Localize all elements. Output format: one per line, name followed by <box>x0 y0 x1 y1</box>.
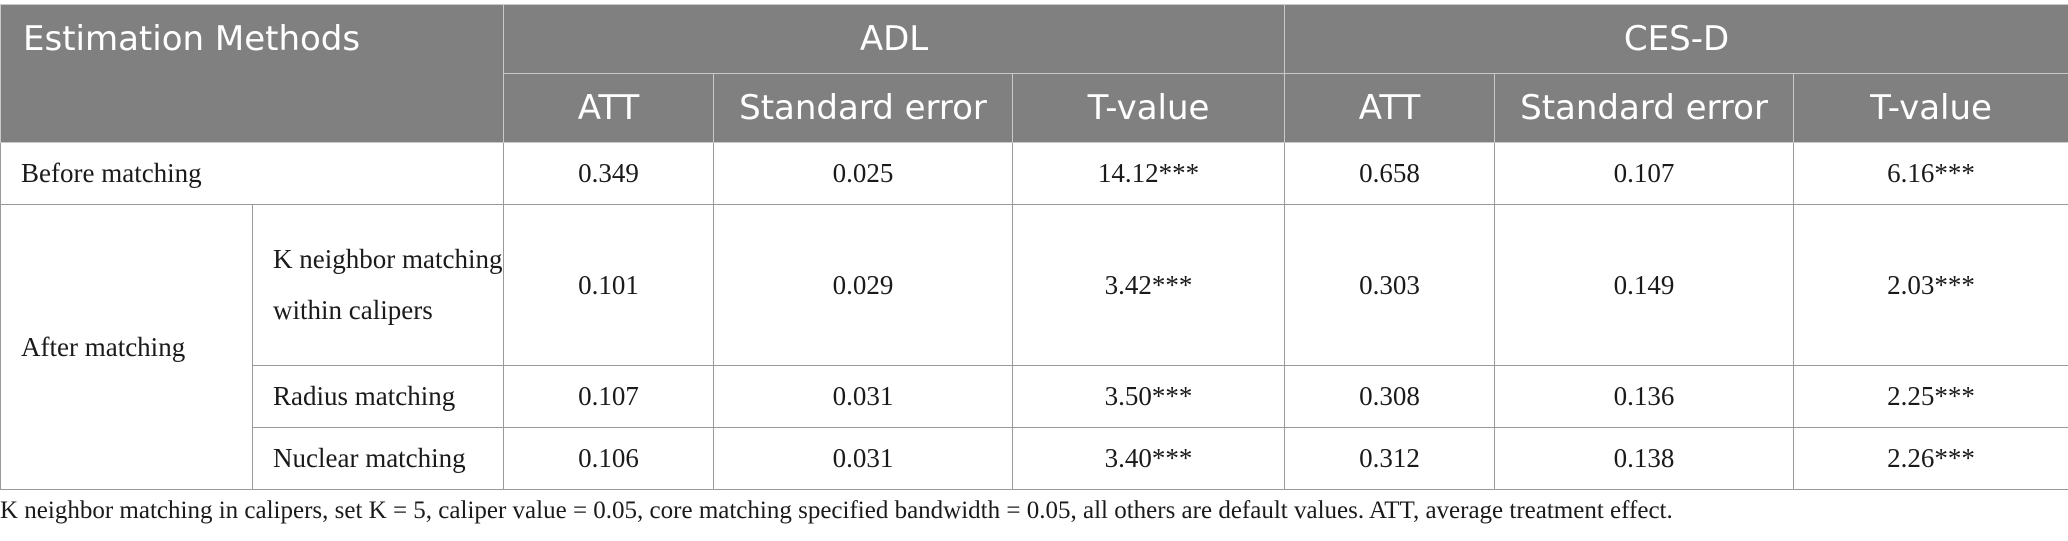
header-row-subcolumns: ATT Standard error T-value ATT Standard … <box>1 73 2068 143</box>
cell-value: 0.658 <box>1284 142 1496 205</box>
cell-value: 0.025 <box>713 142 1014 205</box>
header-adl-att: ATT <box>503 73 715 143</box>
header-cesd-att: ATT <box>1284 73 1496 143</box>
cell-value: 0.349 <box>503 142 715 205</box>
cell-value: 2.25*** <box>1793 365 2068 428</box>
table-row-k-neighbor: After matching K neighbor matching withi… <box>0 204 2068 490</box>
cell-value: 0.308 <box>1284 365 1496 428</box>
cell-value: 6.16*** <box>1793 142 2068 205</box>
table-row-before-matching: Before matching 0.349 0.025 14.12*** 0.6… <box>0 142 2068 205</box>
cell-value: 0.138 <box>1494 427 1795 490</box>
results-table-container: Estimation Methods ADL CES-D ATT Standar… <box>0 4 2068 490</box>
cell-value: 0.106 <box>503 427 715 490</box>
table-footnote: K neighbor matching in calipers, set K =… <box>0 497 1673 524</box>
method-label-nuclear: Nuclear matching <box>251 427 505 490</box>
cell-value: 2.26*** <box>1793 427 2068 490</box>
results-table: Estimation Methods ADL CES-D ATT Standar… <box>0 4 2068 490</box>
cell-value: 0.107 <box>503 365 715 428</box>
header-cesd-standard-error: Standard error <box>1494 73 1795 143</box>
header-row-groups: Estimation Methods ADL CES-D <box>0 4 2068 143</box>
cell-value: 0.149 <box>1494 204 1795 366</box>
cell-value: 3.50*** <box>1012 365 1286 428</box>
table-row-nuclear-matching: Nuclear matching 0.106 0.031 3.40*** 0.3… <box>1 427 2068 490</box>
header-group-adl: ADL <box>503 4 1286 74</box>
header-adl-t-value: T-value <box>1012 73 1286 143</box>
cell-value: 3.42*** <box>1012 204 1286 366</box>
cell-value: 0.029 <box>713 204 1014 366</box>
cell-value: 2.03*** <box>1793 204 2068 366</box>
row-label-before-matching: Before matching <box>0 142 505 205</box>
cell-value: 0.136 <box>1494 365 1795 428</box>
header-cesd-t-value: T-value <box>1793 73 2068 143</box>
cell-value: 0.312 <box>1284 427 1496 490</box>
table-row-radius-matching: Radius matching 0.107 0.031 3.50*** 0.30… <box>1 365 2068 428</box>
method-label-k-neighbor: K neighbor matching within calipers <box>251 204 505 366</box>
header-adl-standard-error: Standard error <box>713 73 1014 143</box>
row-label-after-matching: After matching <box>0 204 253 490</box>
cell-value: 0.101 <box>503 204 715 366</box>
cell-value: 0.303 <box>1284 204 1496 366</box>
cell-value: 0.107 <box>1494 142 1795 205</box>
header-group-cesd: CES-D <box>1284 4 2068 74</box>
header-estimation-methods: Estimation Methods <box>0 4 505 143</box>
cell-value: 3.40*** <box>1012 427 1286 490</box>
cell-value: 0.031 <box>713 427 1014 490</box>
cell-value: 14.12*** <box>1012 142 1286 205</box>
method-label-radius: Radius matching <box>251 365 505 428</box>
cell-value: 0.031 <box>713 365 1014 428</box>
